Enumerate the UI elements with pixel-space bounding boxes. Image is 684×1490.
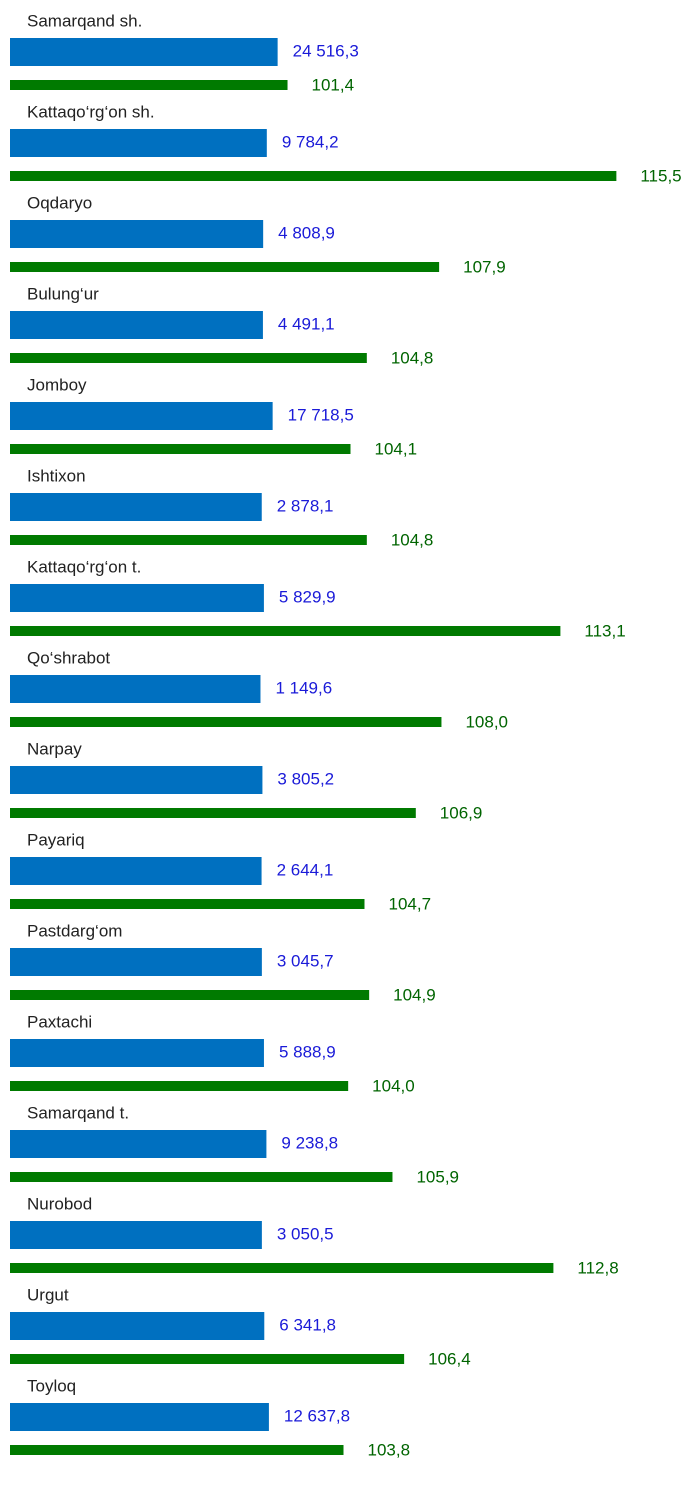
bar (10, 262, 440, 272)
bar (10, 1172, 393, 1182)
bar (10, 626, 561, 636)
value-label: 113,1 (584, 621, 625, 640)
bar (10, 1263, 554, 1273)
bar (10, 353, 367, 363)
category-label: Pastdarg‘om (27, 921, 122, 940)
value-label: 3 045,7 (277, 951, 334, 970)
category-label: Payariq (27, 830, 85, 849)
bar (10, 766, 263, 794)
category-label: Samarqand sh. (27, 11, 142, 30)
value-label: 2 878,1 (277, 496, 334, 515)
bar (10, 129, 267, 157)
value-label: 104,8 (391, 348, 434, 367)
bar (10, 948, 262, 976)
value-label: 104,1 (374, 439, 417, 458)
bar (10, 857, 262, 885)
bar (10, 80, 288, 90)
bar (10, 38, 278, 66)
value-label: 106,4 (428, 1349, 471, 1368)
value-label: 104,0 (372, 1076, 415, 1095)
value-label: 3 050,5 (277, 1224, 334, 1243)
value-label: 1 149,6 (275, 678, 332, 697)
category-label: Qo‘shrabot (27, 648, 110, 667)
bar (10, 493, 262, 521)
bar (10, 1312, 265, 1340)
bar (10, 1403, 269, 1431)
bar (10, 899, 365, 909)
value-label: 5 888,9 (279, 1042, 336, 1061)
category-label: Bulung‘ur (27, 284, 99, 303)
value-label: 3 805,2 (277, 769, 334, 788)
value-label: 112,8 (577, 1258, 618, 1277)
bar (10, 402, 273, 430)
category-label: Oqdaryo (27, 193, 92, 212)
value-label: 103,8 (368, 1440, 411, 1459)
bar (10, 444, 351, 454)
bar (10, 1221, 262, 1249)
bar (10, 1081, 349, 1091)
value-label: 4 808,9 (278, 223, 335, 242)
value-label: 17 718,5 (288, 405, 354, 424)
bar (10, 1130, 267, 1158)
value-label: 12 637,8 (284, 1406, 350, 1425)
value-label: 9 784,2 (282, 132, 339, 151)
bar (10, 808, 416, 818)
category-label: Nurobod (27, 1194, 92, 1213)
bar (10, 311, 263, 339)
bar (10, 1354, 405, 1364)
category-label: Ishtixon (27, 466, 86, 485)
bar (10, 1039, 264, 1067)
bar (10, 675, 261, 703)
bar (10, 717, 442, 727)
value-label: 6 341,8 (279, 1315, 336, 1334)
category-label: Paxtachi (27, 1012, 92, 1031)
value-label: 101,4 (312, 75, 355, 94)
category-label: Kattaqo‘rg‘on t. (27, 557, 141, 576)
bar (10, 1445, 344, 1455)
value-label: 115,5 (640, 166, 681, 185)
value-label: 24 516,3 (293, 41, 359, 60)
value-label: 105,9 (416, 1167, 459, 1186)
bar (10, 171, 617, 181)
category-label: Urgut (27, 1285, 69, 1304)
bar (10, 990, 370, 1000)
value-label: 104,9 (393, 985, 436, 1004)
value-label: 4 491,1 (278, 314, 335, 333)
value-label: 5 829,9 (279, 587, 336, 606)
value-label: 104,8 (391, 530, 434, 549)
value-label: 108,0 (465, 712, 508, 731)
value-label: 9 238,8 (281, 1133, 338, 1152)
category-label: Kattaqo‘rg‘on sh. (27, 102, 155, 121)
value-label: 106,9 (440, 803, 483, 822)
bar (10, 584, 264, 612)
category-label: Toyloq (27, 1376, 76, 1395)
value-label: 107,9 (463, 257, 506, 276)
category-label: Samarqand t. (27, 1103, 129, 1122)
bar (10, 220, 264, 248)
category-label: Narpay (27, 739, 82, 758)
value-label: 2 644,1 (277, 860, 334, 879)
category-label: Jomboy (27, 375, 87, 394)
value-label: 104,7 (388, 894, 431, 913)
bar (10, 535, 367, 545)
